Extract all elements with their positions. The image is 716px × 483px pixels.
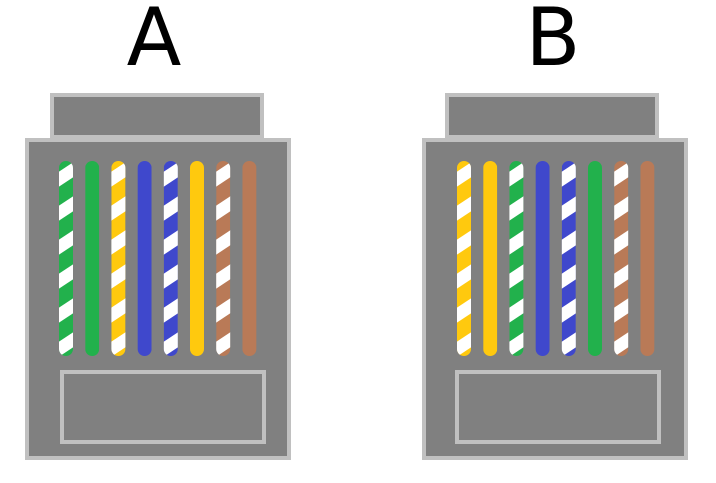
connector-b-wire-2 [483,161,498,356]
connector-b-wire-7 [614,161,629,356]
connector-a-label: A [126,0,182,84]
connector-a-wire-5 [163,161,178,356]
connector-b-top-tab [445,93,659,139]
connector-a-wire-6 [190,161,204,356]
connector-b-wire-1 [457,161,471,356]
connector-a-wire-1 [59,161,73,356]
connector-a-top-tab [50,93,264,139]
connector-a-wire-8 [242,161,257,356]
connector-a [25,93,291,460]
connector-a-wire-3 [111,161,126,356]
connector-a-wire-7 [216,161,231,356]
connector-a-wire-4 [137,161,152,356]
connector-a-wire-2 [85,161,100,356]
connector-b-wire-6 [588,161,602,356]
connector-b-wire-3 [509,161,524,356]
connector-b [422,93,688,460]
connector-b-latch [455,370,661,444]
connector-b-wire-8 [640,161,655,356]
connector-b-wire-4 [535,161,550,356]
connector-b-wire-5 [561,161,576,356]
connector-b-label: B [525,0,581,84]
connector-a-latch [60,370,266,444]
